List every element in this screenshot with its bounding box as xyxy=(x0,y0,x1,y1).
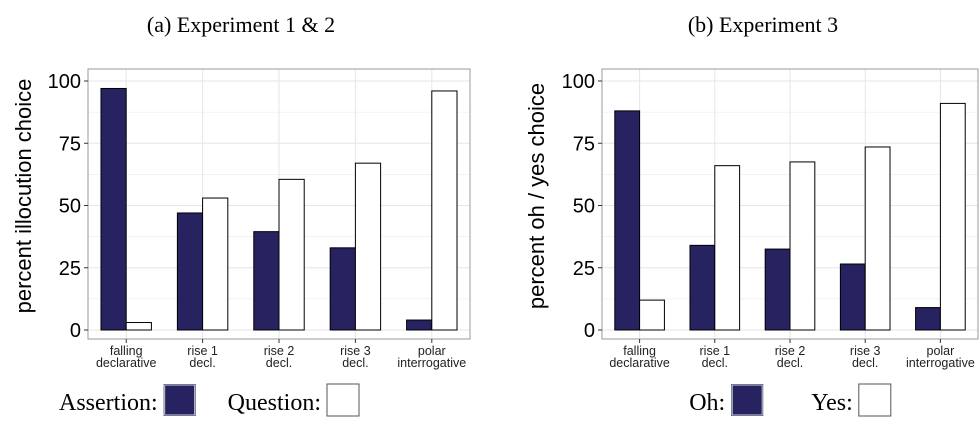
bar-series2 xyxy=(939,102,966,331)
bar-series2 xyxy=(714,165,741,331)
y-tick-label: 75 xyxy=(573,133,595,155)
bar-series1 xyxy=(329,247,356,331)
bar-series1 xyxy=(839,263,866,331)
legend-swatch xyxy=(163,384,196,416)
y-tick-label: 0 xyxy=(70,320,81,342)
legend-label: Oh: xyxy=(689,390,725,416)
bar-series1 xyxy=(100,87,127,331)
x-tick-label: falling xyxy=(623,344,656,358)
x-tick-label: rise 1 xyxy=(700,344,731,358)
y-tick-label: 100 xyxy=(562,71,595,93)
bar-series1 xyxy=(915,307,941,331)
x-tick-label: decl. xyxy=(852,356,878,370)
y-tick-label: 50 xyxy=(59,196,81,218)
bar-series1 xyxy=(614,110,641,331)
x-tick-label: rise 3 xyxy=(850,344,881,358)
x-tick-label: decl. xyxy=(189,356,215,370)
x-tick-label: rise 1 xyxy=(187,344,218,358)
bar-series2 xyxy=(278,178,305,331)
x-tick-label: decl. xyxy=(266,356,292,370)
x-tick-label: decl. xyxy=(702,356,728,370)
bar-series2 xyxy=(202,197,229,331)
bar-series1 xyxy=(689,244,716,331)
x-tick-label: rise 3 xyxy=(340,344,371,358)
legend-swatch xyxy=(731,384,764,416)
bar-series2 xyxy=(354,162,382,331)
y-axis-label: percent illocution choice xyxy=(11,79,36,314)
bar-series1 xyxy=(253,231,280,331)
bar-series2 xyxy=(125,322,152,331)
chart-panel-1: (a) Experiment 1 & 2 0 25 50 75 100 percent il… xyxy=(11,12,471,417)
chart-title: (a) Experiment 1 & 2 xyxy=(147,12,335,37)
bar-series2 xyxy=(864,146,891,331)
legend: Assertion: Question: xyxy=(59,383,360,417)
y-tick-label: 75 xyxy=(59,133,81,155)
legend-swatch-border xyxy=(731,384,763,416)
legend-swatch xyxy=(326,383,360,417)
x-tick-label: declarative xyxy=(96,356,156,370)
x-tick-label: decl. xyxy=(777,356,803,370)
bar-series2 xyxy=(639,299,665,331)
y-tick-label: 25 xyxy=(573,258,595,280)
x-tick-label: polar xyxy=(418,344,446,358)
y-axis-label: percent oh / yes choice xyxy=(524,83,549,309)
bar-series2 xyxy=(789,161,816,331)
legend-label: Question: xyxy=(228,390,321,416)
y-tick-label: 100 xyxy=(48,71,81,93)
legend-label: Yes: xyxy=(811,390,853,416)
y-tick-label: 50 xyxy=(573,196,595,218)
y-tick-label: 25 xyxy=(59,258,81,280)
bar-series1 xyxy=(176,212,204,331)
x-tick-label: polar xyxy=(927,344,955,358)
chart-title: (b) Experiment 3 xyxy=(688,12,838,37)
legend: Oh: Yes: xyxy=(689,383,892,417)
bar-series1 xyxy=(764,248,791,331)
bar-series1 xyxy=(406,319,433,331)
x-tick-label: decl. xyxy=(342,356,368,370)
legend-swatch-border xyxy=(164,384,196,416)
y-tick-label: 0 xyxy=(584,320,595,342)
x-tick-label: falling xyxy=(110,344,143,358)
bar-series2 xyxy=(431,90,458,331)
x-tick-label: declarative xyxy=(609,356,669,370)
chart-panel-2: (b) Experiment 3 0 25 50 75 100 percent oh / y… xyxy=(524,12,979,417)
x-tick-label: rise 2 xyxy=(264,344,295,358)
x-tick-label: interrogative xyxy=(906,356,975,370)
legend-label: Assertion: xyxy=(59,390,158,416)
x-tick-label: interrogative xyxy=(397,356,466,370)
x-tick-label: rise 2 xyxy=(775,344,806,358)
legend-swatch xyxy=(858,383,892,417)
